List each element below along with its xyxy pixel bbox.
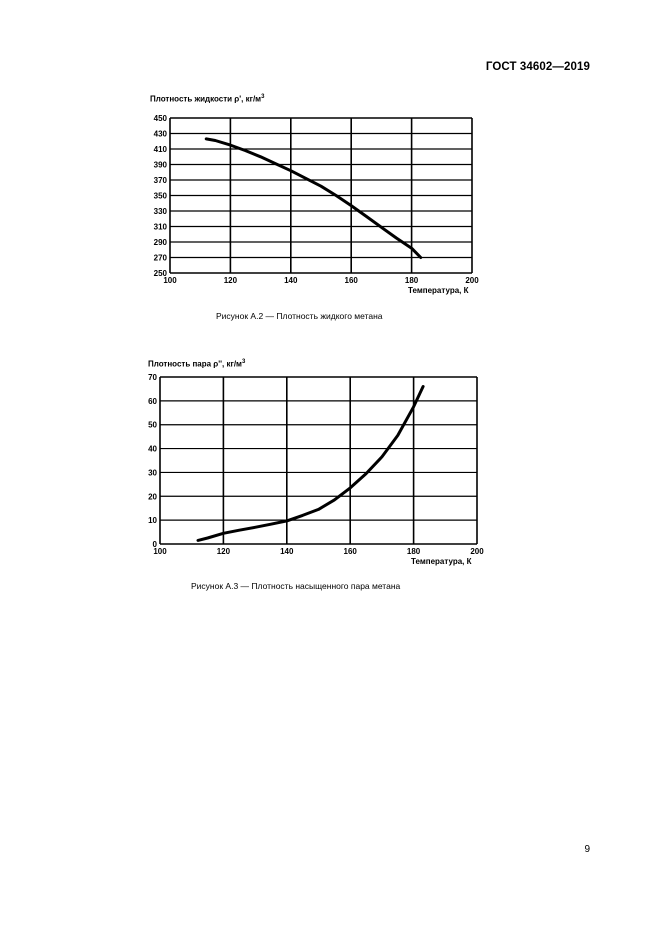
- document-header: ГОСТ 34602—2019: [485, 61, 590, 73]
- chart2-xtick-200: 200: [470, 547, 484, 556]
- chart1-ytick-250: 250: [154, 269, 168, 278]
- chart1-series-line: [204, 137, 423, 259]
- chart1-ytick-370: 370: [154, 176, 168, 185]
- chart1-ytick-450: 450: [154, 114, 168, 123]
- chart1-xtick-100: 100: [163, 276, 177, 285]
- chart1-xtick-120: 120: [224, 276, 238, 285]
- chart1-ytick-430: 430: [154, 130, 168, 139]
- chart2-ylabel: Плотность пара ρ'', кг/м3: [148, 359, 245, 369]
- chart1-ytick-270: 270: [154, 254, 168, 263]
- chart1-ylabel-sup: 3: [261, 94, 265, 100]
- chart1-xlabel: Температура, К: [408, 286, 469, 295]
- chart1-ylabel: Плотность жидкости ρ', кг/м3: [150, 94, 264, 104]
- chart2-ytick-40: 40: [148, 445, 157, 454]
- chart2-ytick-30: 30: [148, 468, 157, 477]
- chart1-ytick-350: 350: [154, 192, 168, 201]
- page-number: 9: [584, 844, 590, 855]
- chart2-series-line: [196, 385, 425, 542]
- chart-vapor-density: 0 10 20 30 40 50 60 70 100 120 140 160 180 200: [148, 373, 484, 556]
- chart2-xtick-180: 180: [407, 547, 421, 556]
- chart1-xtick-180: 180: [405, 276, 419, 285]
- chart1-ytick-310: 310: [154, 223, 168, 232]
- chart2-ytick-50: 50: [148, 421, 157, 430]
- figure-a2-caption: Рисунок А.2 — Плотность жидкого метана: [216, 311, 383, 321]
- chart1-xtick-200: 200: [465, 276, 479, 285]
- chart2-ylabel-sup: 3: [241, 359, 246, 365]
- chart2-ylabel-text: Плотность пара ρ'', кг/м: [148, 359, 242, 369]
- chart2-xtick-100: 100: [153, 547, 167, 556]
- chart1-ytick-330: 330: [154, 207, 168, 216]
- chart2-ytick-70: 70: [148, 373, 157, 382]
- chart2-ytick-20: 20: [148, 492, 157, 501]
- chart1-ylabel-text: Плотность жидкости ρ', кг/м: [150, 94, 262, 104]
- chart1-ytick-290: 290: [154, 238, 168, 247]
- chart2-ytick-0: 0: [153, 540, 158, 549]
- chart1-ytick-410: 410: [154, 145, 168, 154]
- chart2-xtick-160: 160: [344, 547, 358, 556]
- chart1-ytick-390: 390: [154, 161, 168, 170]
- figure-a3-caption: Рисунок А.3 — Плотность насыщенного пара…: [191, 581, 401, 591]
- chart1-xtick-140: 140: [284, 276, 298, 285]
- chart2-ytick-60: 60: [148, 397, 157, 406]
- chart1-xtick-160: 160: [345, 276, 359, 285]
- chart2-ytick-10: 10: [148, 516, 157, 525]
- chart2-xlabel: Температура, К: [411, 557, 472, 566]
- chart-liquid-density: 250 270 290 310 330 350 370 390 410 430 450 100 120 1…: [154, 114, 480, 285]
- chart2-xtick-140: 140: [280, 547, 294, 556]
- chart2-xtick-120: 120: [217, 547, 231, 556]
